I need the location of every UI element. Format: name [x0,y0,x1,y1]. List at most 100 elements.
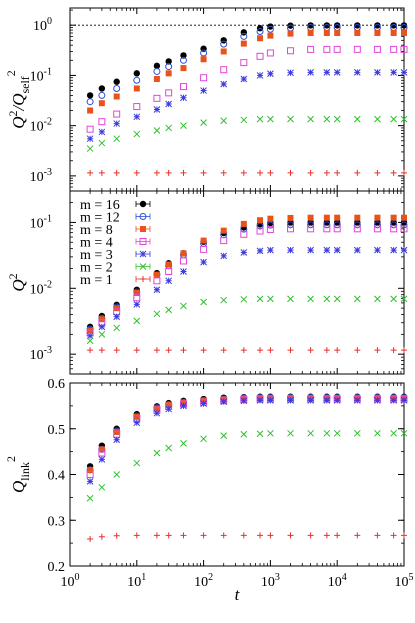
data-point-m3-shape [374,397,381,404]
data-point-m4-shape [220,237,228,245]
data-point-m8 [323,214,330,221]
data-point-m12 [400,221,408,229]
data-point-m1-shape [307,347,314,354]
data-point-m2 [98,139,106,147]
data-point-m3-shape [256,72,264,79]
data-point-m3 [333,246,341,254]
data-point-m8-shape [390,29,397,36]
data-point-m4 [266,49,274,57]
data-point-m16-shape [354,22,361,29]
data-point-m2-shape [307,295,314,303]
data-point-m2-shape [240,116,248,124]
data-point-m4-shape [98,449,106,457]
data-point-m3-shape [323,397,331,404]
data-point-m4-shape [287,225,295,233]
data-point-m8-shape [98,100,105,107]
data-point-m1 [323,169,330,176]
data-point-m8-shape [334,214,341,221]
data-point-m3-shape [240,75,248,83]
y-tick-label: 10-3 [30,167,52,185]
data-point-m2-shape [86,337,94,345]
data-point-m2 [165,306,173,314]
data-point-m12-shape [179,56,187,64]
data-point-m3-shape [333,246,341,254]
data-point-m1-shape [267,347,274,354]
data-point-m1-shape [390,347,397,354]
data-point-m12-shape [307,221,315,229]
data-point-m1-shape [267,532,274,539]
data-point-m1-shape [180,169,187,176]
data-point-m3 [256,247,264,255]
panel-bottom-ylabel-sub: link [18,462,32,481]
data-point-m16-shape [153,62,161,70]
data-point-m16-shape [390,22,397,29]
data-point-m16 [374,219,381,226]
data-point-m2 [153,449,161,457]
data-point-m8-shape [323,214,330,221]
data-point-m16-shape [323,219,331,226]
data-point-m3-shape [256,397,264,404]
data-point-m3-shape [200,400,207,407]
data-point-m1 [267,169,274,176]
data-point-m3-shape [307,246,314,254]
data-point-m3 [323,397,331,404]
data-point-m1-shape [240,532,247,539]
data-point-m4-shape [353,225,361,233]
data-point-m3-shape [86,478,94,485]
data-point-m2 [400,115,408,123]
data-point-m8-shape [374,29,381,36]
data-point-m2-shape [267,115,274,123]
data-point-m8-shape [165,261,172,268]
data-point-m8 [287,30,294,37]
data-point-m3 [390,397,398,404]
data-point-m3 [133,113,141,121]
data-point-m2-shape [220,117,228,125]
data-point-m2 [333,295,341,303]
data-point-m1 [133,347,140,354]
data-point-m3-shape [153,106,161,113]
data-point-m2 [400,295,408,303]
data-point-m2-shape [400,429,408,437]
data-point-m2-shape [113,324,121,332]
data-point-m4 [373,225,381,233]
data-point-m3-shape [113,120,121,127]
data-point-m1-shape [323,169,330,176]
data-point-m2-shape [374,115,381,123]
data-point-m3 [240,397,248,405]
data-point-m8 [133,289,140,296]
data-point-m16 [113,78,120,85]
data-point-m3-shape [240,397,248,405]
data-point-m12 [256,27,264,35]
data-point-m16 [287,22,294,29]
data-point-m3-shape [323,69,331,76]
data-point-m1 [113,347,120,354]
data-point-m2 [390,429,398,437]
data-point-m8 [287,214,294,221]
data-point-m4 [220,66,228,74]
data-point-m1-shape [180,532,187,539]
data-point-m2 [86,337,94,345]
data-point-m1-shape [401,169,407,176]
data-point-m1 [257,347,264,354]
data-point-m1 [354,532,361,539]
data-point-m2-shape [165,124,173,132]
data-point-m16-shape [98,85,106,92]
data-point-m8-shape [180,65,187,72]
data-point-m3-shape [200,258,207,266]
data-point-m4 [98,449,106,457]
data-point-m16 [133,70,140,77]
data-point-m12-shape [333,221,341,229]
data-point-m2-shape [374,429,381,437]
data-point-m3 [374,246,381,254]
y-tick-label: 0.4 [48,469,66,484]
data-point-m1-shape [401,532,407,539]
data-point-m2-shape [353,429,361,437]
data-point-m2 [153,127,161,134]
data-point-m2-shape [180,302,187,310]
data-point-m4 [220,237,228,245]
data-point-m2-shape [323,429,331,437]
data-point-m2-shape [333,115,341,123]
data-point-m12-shape [373,221,381,229]
data-point-m1 [287,169,294,176]
data-point-m1 [401,169,407,176]
